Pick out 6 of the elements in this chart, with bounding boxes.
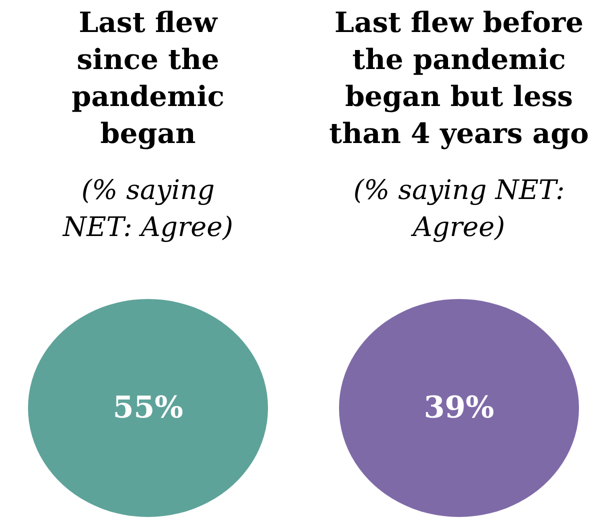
data-label: 39% xyxy=(424,390,494,426)
text: Last flew since the pandemic began xyxy=(72,6,224,150)
text: (% saying NET: Agree) xyxy=(62,175,234,243)
data-label: 55% xyxy=(112,390,184,426)
text: Last flew before the pandemic began but less than 4 years ago xyxy=(329,6,589,150)
text: (% saying NET: Agree) xyxy=(353,175,565,243)
